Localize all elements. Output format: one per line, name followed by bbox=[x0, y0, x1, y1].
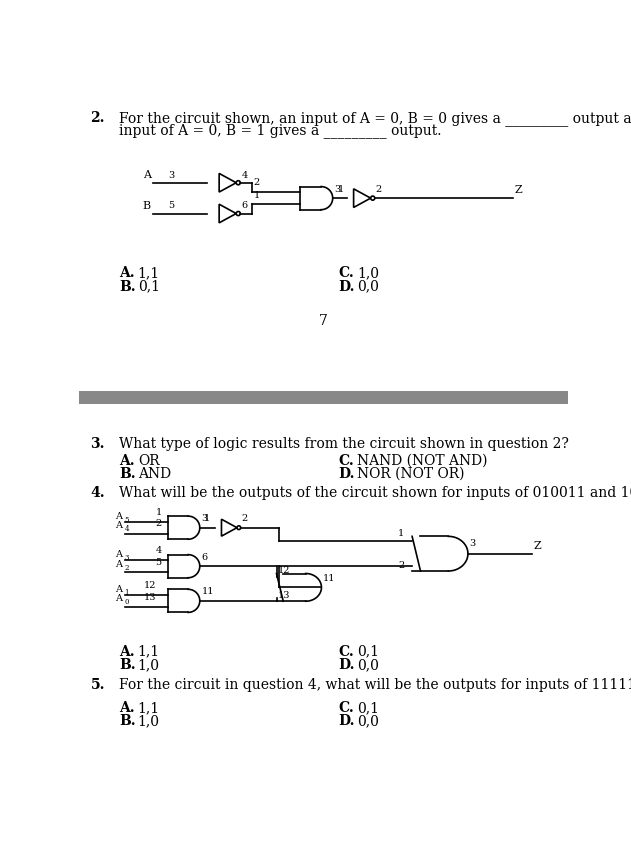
Text: NAND (NOT AND): NAND (NOT AND) bbox=[357, 453, 488, 468]
Text: NOR (NOT OR): NOR (NOT OR) bbox=[357, 467, 464, 481]
Text: C.: C. bbox=[338, 453, 354, 468]
Text: 1: 1 bbox=[156, 508, 162, 517]
Bar bbox=[79, 391, 568, 404]
Text: 6: 6 bbox=[201, 553, 208, 561]
Text: 1: 1 bbox=[398, 529, 404, 538]
Text: 4: 4 bbox=[124, 525, 129, 533]
Text: 1,0: 1,0 bbox=[138, 658, 160, 672]
Text: 0,1: 0,1 bbox=[357, 701, 379, 715]
Text: D.: D. bbox=[338, 714, 355, 728]
Text: 1,1: 1,1 bbox=[138, 644, 160, 659]
Text: A: A bbox=[115, 512, 122, 520]
Text: 2: 2 bbox=[242, 514, 248, 523]
Text: 2: 2 bbox=[375, 185, 382, 194]
Text: A: A bbox=[143, 171, 151, 181]
Text: 12: 12 bbox=[278, 566, 290, 575]
Text: 0,1: 0,1 bbox=[138, 280, 160, 294]
Text: 2: 2 bbox=[124, 564, 129, 571]
Text: A: A bbox=[115, 559, 122, 569]
Text: 5: 5 bbox=[124, 516, 129, 524]
Text: 1,1: 1,1 bbox=[138, 266, 160, 280]
Text: C.: C. bbox=[338, 266, 354, 280]
Text: A: A bbox=[115, 594, 122, 603]
Text: 3: 3 bbox=[201, 514, 208, 523]
Text: B.: B. bbox=[119, 714, 136, 728]
Text: 12: 12 bbox=[144, 581, 156, 590]
Text: 2.: 2. bbox=[90, 111, 105, 125]
Text: 2: 2 bbox=[156, 520, 162, 528]
Text: 13: 13 bbox=[278, 591, 290, 599]
Text: 4: 4 bbox=[156, 547, 162, 555]
Text: 0,0: 0,0 bbox=[357, 658, 379, 672]
Text: 5: 5 bbox=[168, 201, 174, 211]
Text: 6: 6 bbox=[242, 201, 248, 211]
Text: A.: A. bbox=[119, 453, 135, 468]
Text: OR: OR bbox=[138, 453, 160, 468]
Text: 4: 4 bbox=[242, 171, 248, 180]
Text: 1,0: 1,0 bbox=[138, 714, 160, 728]
Text: input of A = 0, B = 1 gives a _________ output.: input of A = 0, B = 1 gives a _________ … bbox=[119, 123, 442, 138]
Text: B: B bbox=[143, 201, 151, 211]
Text: 11: 11 bbox=[201, 588, 214, 596]
Text: 1,1: 1,1 bbox=[138, 701, 160, 715]
Text: D.: D. bbox=[338, 280, 355, 294]
Text: 4.: 4. bbox=[90, 486, 105, 500]
Text: 11: 11 bbox=[323, 574, 336, 582]
Text: C.: C. bbox=[338, 701, 354, 715]
Text: Z: Z bbox=[534, 541, 541, 551]
Text: 0,1: 0,1 bbox=[357, 644, 379, 659]
Text: 1,0: 1,0 bbox=[357, 266, 379, 280]
Text: What type of logic results from the circuit shown in question 2?: What type of logic results from the circ… bbox=[119, 437, 569, 451]
Text: A.: A. bbox=[119, 266, 135, 280]
Text: A: A bbox=[115, 550, 122, 559]
Text: 3.: 3. bbox=[90, 437, 105, 451]
Text: 1: 1 bbox=[204, 514, 210, 523]
Text: 1: 1 bbox=[254, 191, 260, 200]
Text: 3: 3 bbox=[124, 554, 129, 562]
Text: 7: 7 bbox=[319, 313, 327, 328]
Text: 0: 0 bbox=[124, 599, 129, 606]
Text: B.: B. bbox=[119, 467, 136, 481]
Text: C.: C. bbox=[338, 644, 354, 659]
Text: B.: B. bbox=[119, 280, 136, 294]
Text: 2: 2 bbox=[254, 178, 260, 188]
Text: A: A bbox=[115, 521, 122, 530]
Text: What will be the outputs of the circuit shown for inputs of 010011 and 101000?: What will be the outputs of the circuit … bbox=[119, 486, 631, 500]
Text: 3: 3 bbox=[334, 184, 341, 194]
Text: B.: B. bbox=[119, 658, 136, 672]
Text: AND: AND bbox=[138, 467, 171, 481]
Text: For the circuit shown, an input of A = 0, B = 0 gives a _________ output and an: For the circuit shown, an input of A = 0… bbox=[119, 111, 631, 126]
Text: 13: 13 bbox=[144, 593, 156, 602]
Text: 0,0: 0,0 bbox=[357, 714, 379, 728]
Text: A.: A. bbox=[119, 644, 135, 659]
Text: 1: 1 bbox=[338, 185, 344, 194]
Text: Z: Z bbox=[514, 185, 522, 195]
Text: 3: 3 bbox=[168, 171, 174, 180]
Text: A.: A. bbox=[119, 701, 135, 715]
Text: 5.: 5. bbox=[90, 678, 105, 692]
Text: D.: D. bbox=[338, 658, 355, 672]
Text: 5: 5 bbox=[156, 558, 162, 567]
Text: 3: 3 bbox=[469, 538, 476, 548]
Text: 1: 1 bbox=[124, 589, 129, 597]
Text: A: A bbox=[115, 585, 122, 594]
Text: 0,0: 0,0 bbox=[357, 280, 379, 294]
Text: 2: 2 bbox=[398, 561, 404, 570]
Text: For the circuit in question 4, what will be the outputs for inputs of 111111 and: For the circuit in question 4, what will… bbox=[119, 678, 631, 692]
Text: D.: D. bbox=[338, 467, 355, 481]
